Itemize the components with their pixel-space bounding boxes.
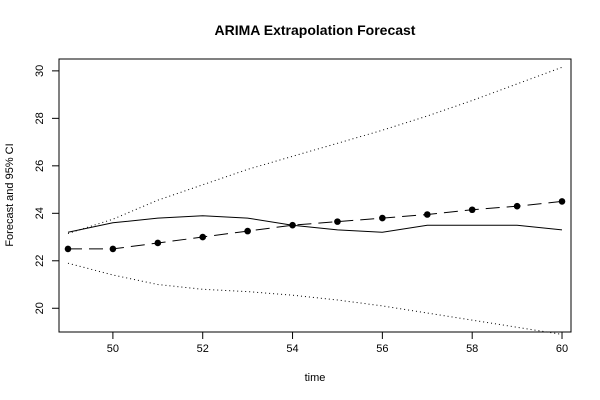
actual-line: [67, 215, 563, 233]
x-tick-label: 58: [466, 343, 478, 355]
x-axis: 50 52 54 56 58 60: [107, 331, 568, 355]
plot-area: [58, 58, 572, 333]
x-tick-label: 54: [286, 343, 298, 355]
forecast-point: [244, 227, 251, 235]
forecast-point: [154, 239, 162, 247]
forecast-point: [109, 245, 117, 253]
x-tick-label: 52: [197, 343, 209, 355]
x-tick-label: 60: [556, 343, 568, 355]
series-layer: [64, 66, 566, 335]
forecast-point: [513, 202, 521, 210]
x-tick-label: 56: [376, 343, 388, 355]
y-axis: 20 22 24 26 28 30: [34, 65, 60, 314]
y-tick-label: 30: [34, 65, 46, 77]
plot-frame: [58, 58, 572, 333]
y-tick-label: 20: [34, 302, 46, 314]
y-tick-label: 22: [34, 255, 46, 267]
chart-title: ARIMA Extrapolation Forecast: [215, 22, 416, 38]
forecast-point: [64, 245, 72, 253]
y-tick-label: 28: [34, 112, 46, 124]
forecast-point: [199, 233, 207, 241]
forecast-point: [379, 214, 386, 222]
y-tick-label: 24: [34, 207, 46, 219]
forecast-point: [334, 218, 341, 225]
forecast-point: [558, 198, 566, 205]
forecast-point: [468, 206, 476, 214]
lower-ci-line: [67, 262, 563, 335]
y-axis-label: Forecast and 95% CI: [4, 143, 16, 246]
forecast-point: [289, 221, 296, 229]
forecast-point: [423, 211, 431, 218]
y-tick-label: 26: [34, 160, 46, 172]
x-tick-label: 50: [107, 343, 119, 355]
x-axis-label: time: [305, 372, 326, 384]
